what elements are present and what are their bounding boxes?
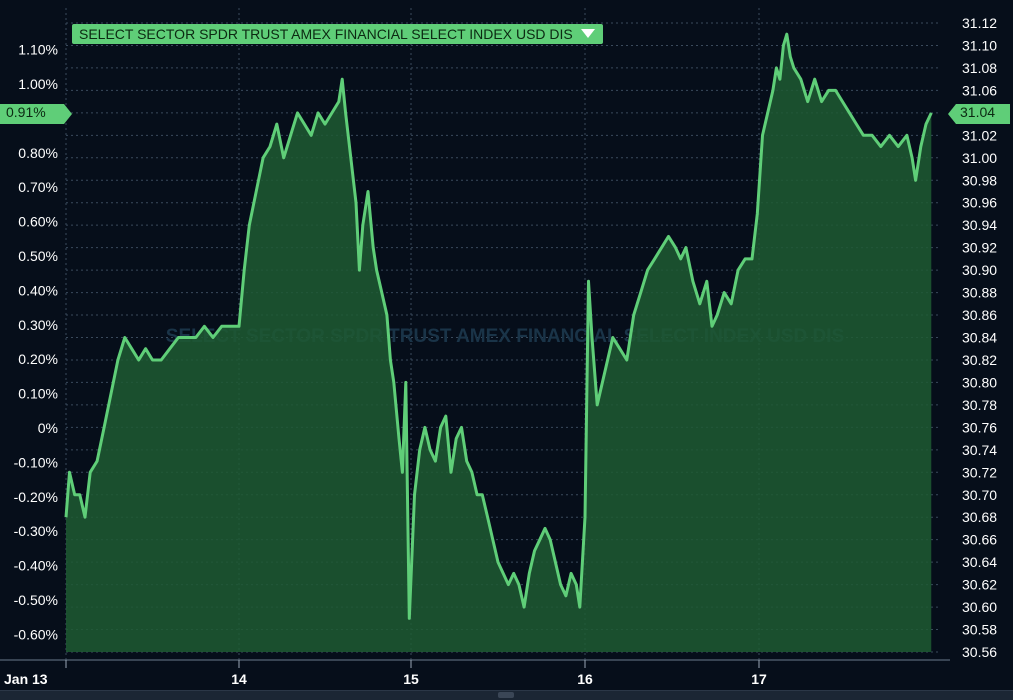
right-tick-label: 30.88: [962, 285, 997, 301]
right-tick-label: 30.80: [962, 374, 997, 390]
right-tick-label: 30.96: [962, 195, 997, 211]
right-price-axis: 31.1231.1031.0831.0631.0431.0231.0030.98…: [962, 15, 997, 660]
right-tick-label: 31.12: [962, 15, 997, 31]
right-tick-label: 30.98: [962, 172, 997, 188]
x-tick-label: 17: [751, 671, 767, 687]
right-tick-label: 30.64: [962, 554, 997, 570]
left-percent-axis: 1.10%1.00%0.90%0.80%0.70%0.60%0.50%0.40%…: [14, 42, 58, 643]
x-axis: Jan 13 14 15 16 17: [0, 659, 950, 687]
x-tick-label: 15: [403, 671, 419, 687]
right-tick-label: 30.86: [962, 307, 997, 323]
chevron-down-icon: [580, 29, 595, 38]
right-tick-label: 30.94: [962, 217, 997, 233]
right-tick-label: 30.82: [962, 352, 997, 368]
left-tick-label: -0.30%: [14, 523, 58, 539]
left-tick-label: 0.70%: [18, 179, 58, 195]
left-tick-label: 0.40%: [18, 282, 58, 298]
right-tick-label: 30.90: [962, 262, 997, 278]
current-percent-marker: 0.91%: [0, 104, 72, 124]
right-tick-label: 30.62: [962, 577, 997, 593]
series-legend-dropdown[interactable]: SELECT SECTOR SPDR TRUST AMEX FINANCIAL …: [72, 24, 603, 44]
left-tick-label: 0.80%: [18, 145, 58, 161]
right-tick-label: 30.76: [962, 419, 997, 435]
right-tick-label: 31.10: [962, 37, 997, 53]
series-legend-label: SELECT SECTOR SPDR TRUST AMEX FINANCIAL …: [79, 26, 573, 42]
x-tick-label: 16: [577, 671, 593, 687]
current-price-marker: 31.04: [948, 104, 1010, 124]
left-tick-label: 0%: [38, 420, 58, 436]
left-tick-label: -0.20%: [14, 489, 58, 505]
left-tick-label: 0.30%: [18, 317, 58, 333]
x-tick-label: 14: [231, 671, 247, 687]
right-tick-label: 31.02: [962, 127, 997, 143]
area-fill: [66, 34, 932, 652]
right-tick-label: 31.06: [962, 82, 997, 98]
scrollbar-thumb[interactable]: [498, 692, 514, 698]
left-tick-label: -0.40%: [14, 558, 58, 574]
left-tick-label: 0.50%: [18, 248, 58, 264]
right-tick-label: 30.60: [962, 599, 997, 615]
price-line: [64, 32, 933, 620]
left-tick-label: 1.10%: [18, 42, 58, 58]
right-tick-label: 30.70: [962, 487, 997, 503]
right-tick-label: 31.08: [962, 60, 997, 76]
right-tick-label: 30.78: [962, 397, 997, 413]
right-tick-label: 31.00: [962, 150, 997, 166]
left-tick-label: -0.60%: [14, 626, 58, 642]
left-tick-label: 0.20%: [18, 351, 58, 367]
right-tick-label: 30.92: [962, 240, 997, 256]
left-tick-label: -0.50%: [14, 592, 58, 608]
right-tick-label: 30.84: [962, 330, 997, 346]
right-tick-label: 30.56: [962, 644, 997, 660]
horizontal-scrollbar[interactable]: [0, 690, 1013, 700]
price-area: [64, 32, 933, 652]
left-tick-label: 1.00%: [18, 76, 58, 92]
left-tick-label: 0.10%: [18, 386, 58, 402]
right-tick-label: 30.74: [962, 442, 997, 458]
left-tick-label: 0.60%: [18, 214, 58, 230]
right-tick-label: 30.68: [962, 509, 997, 525]
right-tick-label: 30.58: [962, 622, 997, 638]
right-tick-label: 30.66: [962, 532, 997, 548]
left-tick-label: -0.10%: [14, 454, 58, 470]
right-tick-label: 30.72: [962, 464, 997, 480]
x-tick-label: Jan 13: [4, 671, 48, 687]
